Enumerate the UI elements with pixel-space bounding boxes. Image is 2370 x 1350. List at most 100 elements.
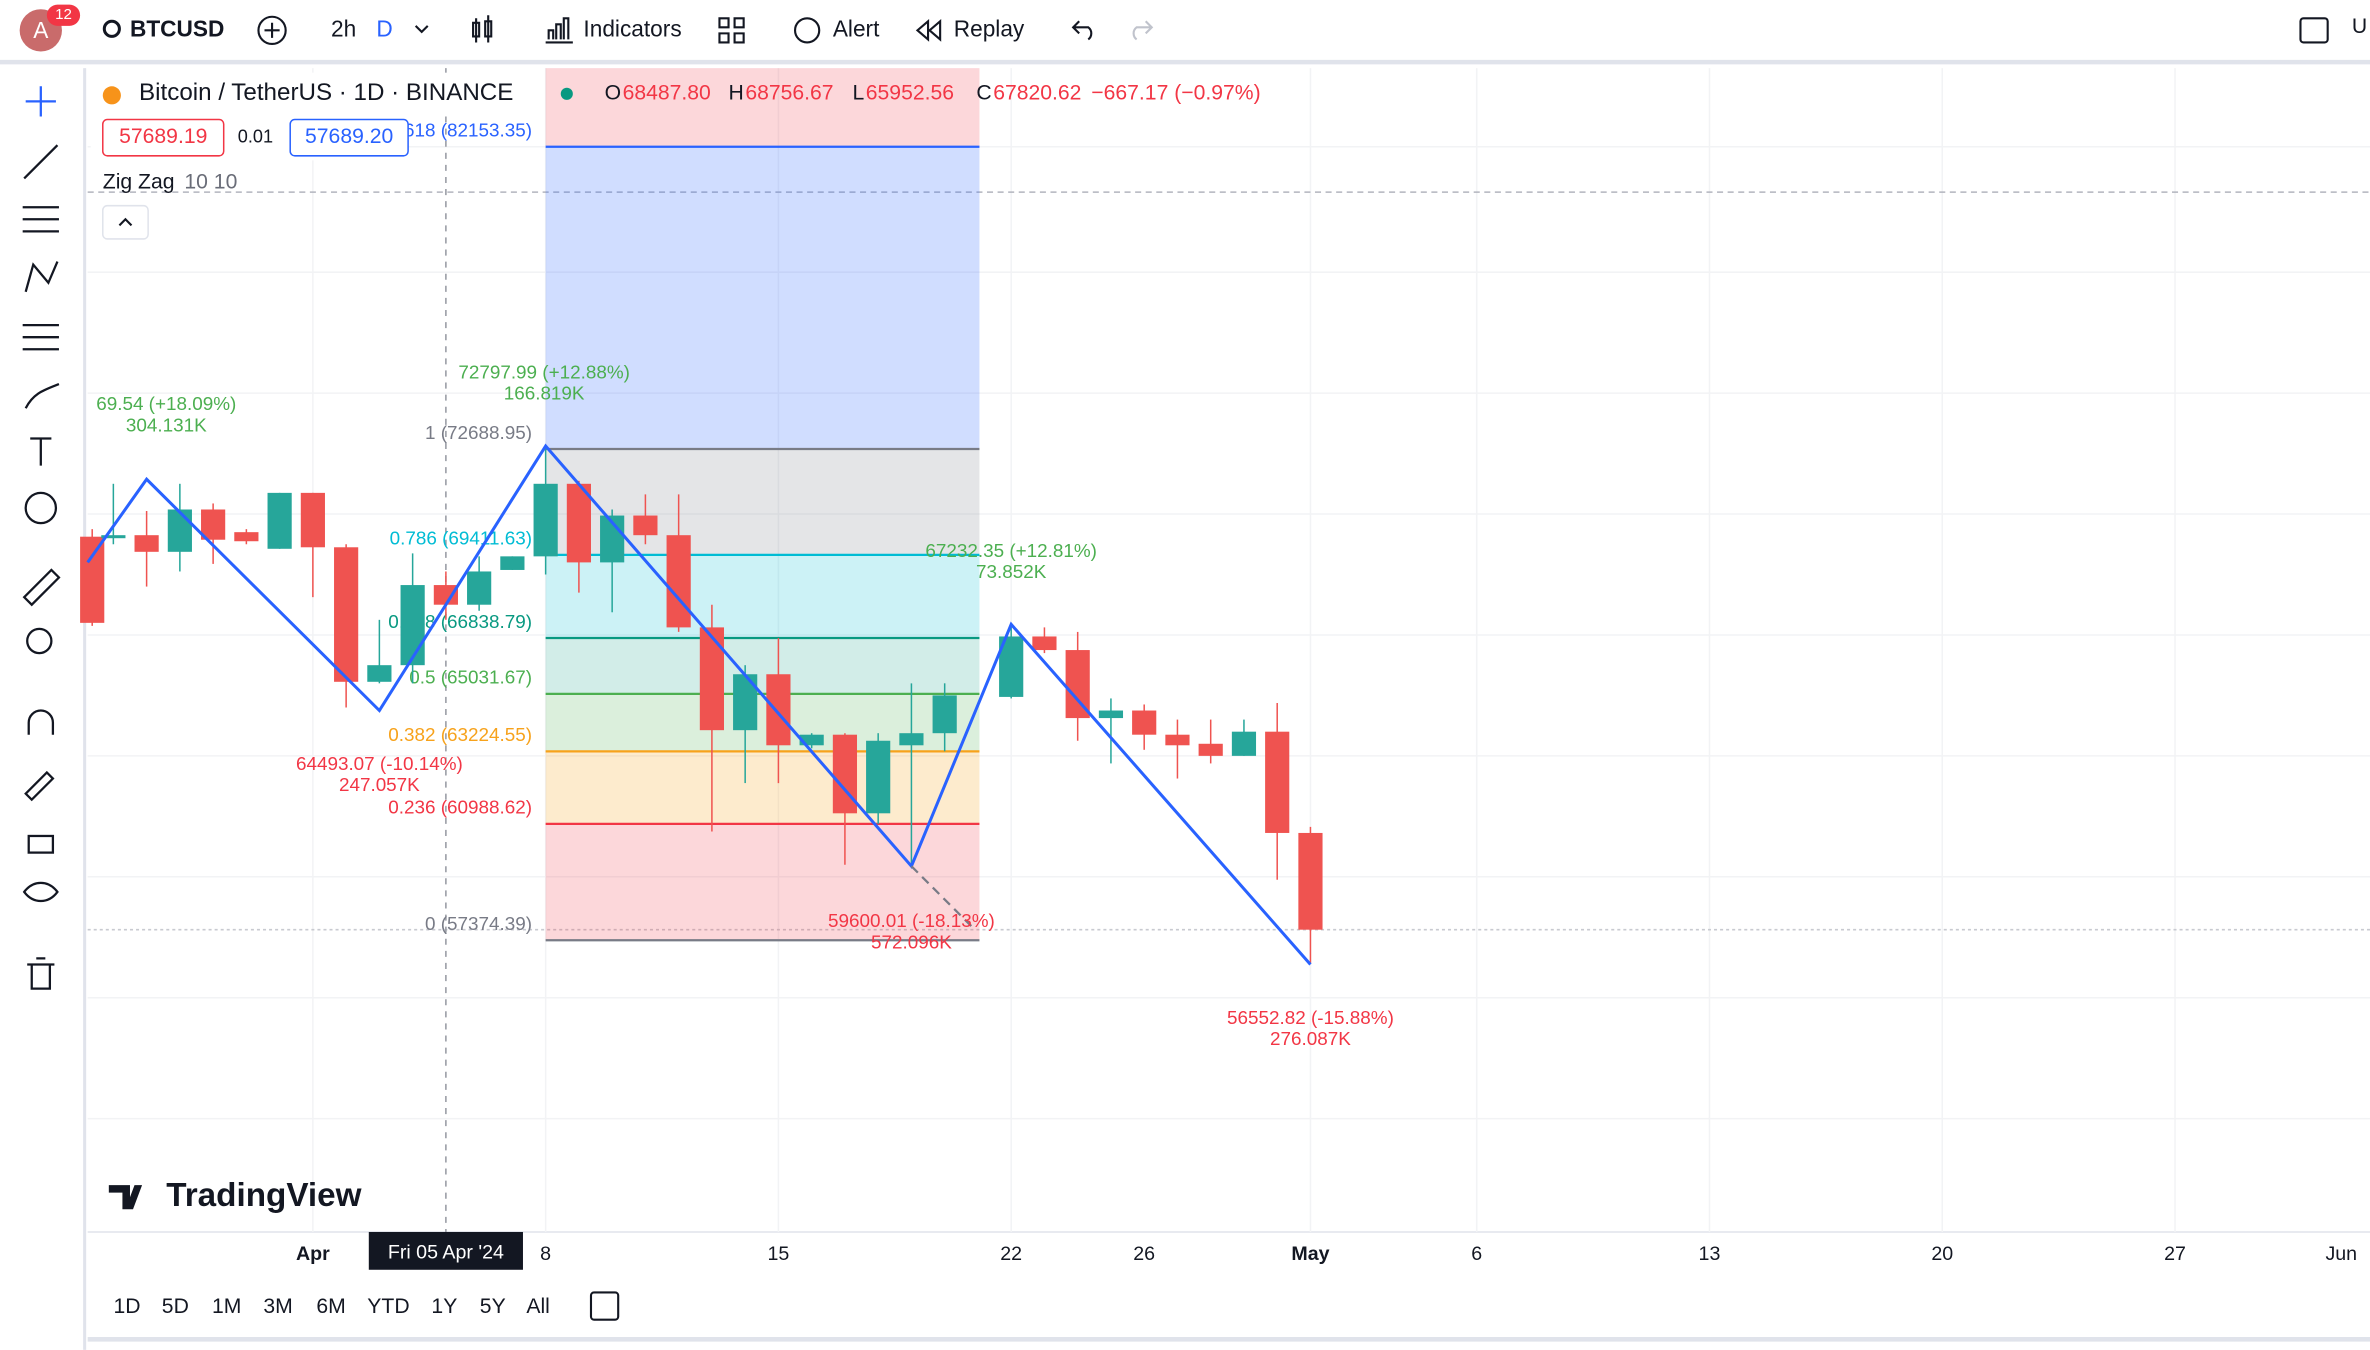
crosshair-tool[interactable]: [25, 86, 56, 117]
range-button[interactable]: YTD: [367, 1295, 409, 1318]
time-label: 27: [2164, 1243, 2186, 1265]
drawing-tools: [22, 86, 61, 990]
time-label: 13: [1699, 1243, 1721, 1265]
candle-body: [80, 536, 105, 623]
eye-tool[interactable]: [22, 881, 59, 903]
fib-label: 0.786 (69411.63): [390, 529, 532, 550]
legend: Bitcoin / TetherUS · 1D · BINANCE O 68487.…: [90, 72, 1261, 1214]
zigzag-price: 67232.35 (+12.81%): [925, 541, 1097, 562]
candle-body: [566, 483, 591, 563]
layouts[interactable]: [718, 17, 745, 44]
ruler-tool[interactable]: [22, 568, 61, 607]
range-button[interactable]: 6M: [316, 1295, 345, 1318]
candle-body: [500, 556, 525, 570]
text-tool[interactable]: [30, 437, 52, 466]
lock-draw-tool[interactable]: [24, 770, 55, 802]
candle-body: [1165, 734, 1190, 746]
candle-body: [1265, 731, 1290, 833]
right-text: U: [2352, 15, 2367, 38]
time-label: 15: [767, 1243, 789, 1265]
ui: A 12 BTCUSD 2h D Indicators Alert Replay…: [19, 4, 2367, 990]
candle-body: [1298, 832, 1323, 930]
indicator-name: Zig Zag: [103, 171, 175, 194]
emoji-tool[interactable]: [24, 491, 58, 525]
candle-body: [799, 734, 824, 746]
zigzag-price: 69.54 (+18.09%): [96, 394, 236, 415]
range-button[interactable]: 1D: [113, 1295, 140, 1318]
interval-alt[interactable]: D: [376, 15, 392, 41]
pattern-tool[interactable]: [24, 261, 59, 293]
range-button[interactable]: 5Y: [480, 1295, 506, 1318]
range-button[interactable]: 5D: [162, 1295, 189, 1318]
zoom-tool[interactable]: [26, 627, 53, 655]
zigzag-volume: 304.131K: [126, 415, 207, 436]
trend-line-tool[interactable]: [23, 144, 59, 180]
candle-body: [1198, 743, 1223, 756]
search-icon[interactable]: [102, 19, 121, 38]
zigzag-volume: 247.057K: [339, 775, 420, 796]
zigzag-price: 56552.82 (-15.88%): [1227, 1008, 1394, 1029]
candle-body: [134, 535, 159, 552]
range-button[interactable]: 3M: [263, 1295, 292, 1318]
sell-box[interactable]: [102, 118, 225, 157]
chart-type[interactable]: [472, 15, 493, 43]
grid: [87, 68, 2370, 1232]
zigzag: 69.54 (+18.09%)304.131K 72797.99 (+12.88%…: [86, 362, 1394, 1050]
prediction-tool[interactable]: [22, 323, 59, 351]
fib-label: 0.5 (65031.67): [409, 668, 532, 689]
watermark-logo: [108, 1185, 143, 1210]
candle-body: [766, 674, 791, 746]
range-button[interactable]: 1M: [212, 1295, 241, 1318]
candle-body: [633, 515, 658, 536]
candle-body: [267, 492, 292, 549]
time-label: 20: [1931, 1243, 1953, 1265]
change: −667.17 (−0.97%): [1091, 81, 1260, 104]
candle-body: [367, 665, 392, 682]
fib-label: 0.382 (63224.55): [388, 725, 532, 746]
zigzag-price: 64493.07 (-10.14%): [296, 754, 463, 775]
collapse-btn[interactable]: [102, 204, 149, 240]
lock-tool[interactable]: [27, 834, 55, 854]
replay-icon[interactable]: [915, 18, 942, 42]
fib-label: 1.618 (82153.35): [388, 121, 532, 142]
ohlc-value: 67820.62: [993, 81, 1081, 104]
fib-tool[interactable]: [22, 206, 59, 233]
zigzag-price: 59600.01 (-18.13%): [828, 911, 995, 932]
add-symbol[interactable]: [257, 15, 287, 46]
ohlc-key: H: [729, 81, 744, 104]
goto-date[interactable]: [589, 1291, 620, 1321]
trash-tool[interactable]: [27, 957, 55, 990]
alert-icon[interactable]: [793, 17, 821, 44]
undo[interactable]: [1071, 20, 1093, 41]
time-axis: Apr 8 15 22 26 May 6 13 20 27 Jun Fri 05 Apr '24 1D 5…: [113, 1231, 2357, 1321]
fullscreen[interactable]: [2299, 17, 2329, 44]
alert[interactable]: Alert: [833, 15, 880, 41]
time-label: 26: [1133, 1243, 1155, 1265]
replay[interactable]: Replay: [954, 15, 1025, 41]
fib-band: [545, 554, 980, 638]
magnet-tool[interactable]: [27, 709, 55, 735]
time-label: 22: [1000, 1243, 1022, 1265]
ohlc-key: C: [976, 81, 991, 104]
zigzag-volume: 572.096K: [871, 932, 952, 953]
brush-tool[interactable]: [24, 382, 60, 409]
candle-body: [101, 535, 126, 539]
time-label: 8: [540, 1243, 551, 1265]
legend-title: Bitcoin / TetherUS · 1D · BINANCE: [139, 79, 513, 106]
interval[interactable]: 2h: [331, 15, 356, 41]
market-status: [560, 87, 573, 100]
buy-box[interactable]: [289, 118, 409, 157]
symbol[interactable]: BTCUSD: [130, 15, 224, 41]
redo[interactable]: [1132, 20, 1154, 41]
chevron[interactable]: [414, 25, 429, 34]
candle-body: [1065, 650, 1090, 719]
indicators-icon[interactable]: [545, 17, 573, 44]
candle-body: [899, 733, 924, 746]
indicators[interactable]: Indicators: [583, 15, 681, 41]
range-button[interactable]: 1Y: [431, 1295, 457, 1318]
zigzag-price: 72797.99 (+12.88%): [458, 362, 630, 383]
range-button[interactable]: All: [526, 1295, 550, 1318]
